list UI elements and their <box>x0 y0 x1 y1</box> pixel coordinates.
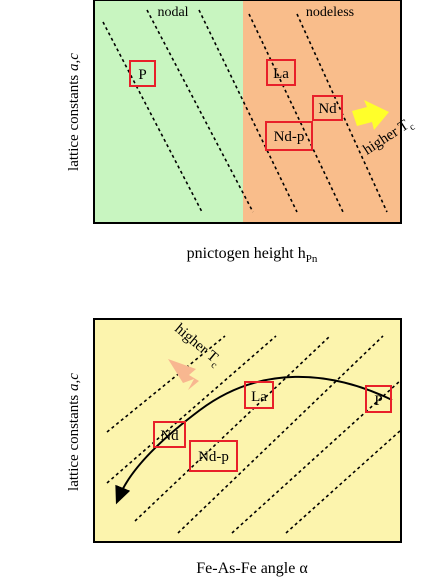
bottom-background <box>94 319 401 542</box>
svg-text:Nd-p: Nd-p <box>198 449 229 465</box>
svg-text:P: P <box>138 67 146 83</box>
top-panel: nodal nodeless P La Nd Nd-p higher Tc la… <box>66 0 418 265</box>
nodal-region <box>94 0 243 223</box>
box-P-bottom: P <box>365 385 392 413</box>
bottom-dashed-lines <box>106 335 401 534</box>
bottom-frame <box>93 318 402 543</box>
svg-text:La: La <box>251 389 267 405</box>
box-P-top: P <box>129 60 156 87</box>
svg-text:Nd-p: Nd-p <box>274 129 305 145</box>
trend-curve <box>115 375 393 505</box>
svg-text:La: La <box>273 66 289 82</box>
box-Nd-p-top: Nd-p <box>265 121 313 151</box>
svg-text:Nd: Nd <box>160 428 179 444</box>
bottom-x-axis-label: Fe-As-Fe angle α <box>196 560 308 577</box>
top-x-axis-label: pnictogen height hPn <box>187 245 318 265</box>
box-Nd-p-bottom: Nd-p <box>189 440 238 472</box>
svg-text:P: P <box>374 393 382 409</box>
nodeless-label: nodeless <box>306 5 354 20</box>
top-frame <box>93 0 402 224</box>
top-y-axis-label: lattice constants a,c <box>66 53 82 171</box>
box-Nd-bottom: Nd <box>153 421 186 448</box>
higher-tc-arrow-bottom <box>168 359 199 390</box>
box-La-top: La <box>266 59 296 86</box>
svg-text:Nd: Nd <box>318 101 337 117</box>
higher-tc-arrow-top <box>352 100 389 130</box>
box-Nd-top: Nd <box>312 95 343 121</box>
box-La-bottom: La <box>244 381 274 409</box>
bottom-y-axis-label: lattice constants a,c <box>66 373 82 491</box>
nodal-label: nodal <box>157 5 188 20</box>
bottom-panel: La P Nd Nd-p higher Tc lattice constants… <box>66 318 402 577</box>
